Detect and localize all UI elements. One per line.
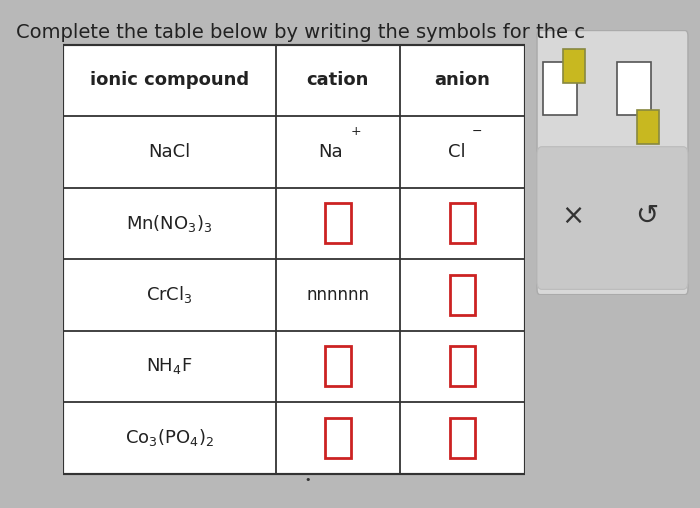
Text: anion: anion <box>435 71 491 89</box>
Bar <box>617 62 651 115</box>
Text: nnnnnn: nnnnnn <box>307 286 370 304</box>
Text: Mn$\mathregular{(NO_3)_3}$: Mn$\mathregular{(NO_3)_3}$ <box>126 213 213 234</box>
Text: CrCl$\mathregular{_3}$: CrCl$\mathregular{_3}$ <box>146 284 192 305</box>
Bar <box>450 275 475 315</box>
Text: NH$\mathregular{_4}$F: NH$\mathregular{_4}$F <box>146 357 192 376</box>
Bar <box>450 203 475 243</box>
Bar <box>450 346 475 387</box>
Text: Na: Na <box>318 143 343 161</box>
Bar <box>543 62 577 115</box>
Bar <box>326 203 351 243</box>
FancyBboxPatch shape <box>537 30 688 295</box>
Text: Cl: Cl <box>448 143 466 161</box>
Text: NaCl: NaCl <box>148 143 190 161</box>
Text: •: • <box>304 475 312 485</box>
FancyBboxPatch shape <box>537 147 688 290</box>
Text: ↺: ↺ <box>635 201 658 230</box>
Text: −: − <box>473 125 483 138</box>
Bar <box>326 418 351 458</box>
Bar <box>326 346 351 387</box>
Text: Co$\mathregular{_3}$(PO$\mathregular{_4}$)$\mathregular{_2}$: Co$\mathregular{_3}$(PO$\mathregular{_4}… <box>125 427 214 449</box>
Text: ×: × <box>561 201 584 230</box>
Bar <box>564 49 584 83</box>
Text: ionic compound: ionic compound <box>90 71 248 89</box>
Text: +: + <box>350 125 360 138</box>
Bar <box>450 418 475 458</box>
Text: Complete the table below by writing the symbols for the c: Complete the table below by writing the … <box>17 23 585 42</box>
Text: cation: cation <box>307 71 369 89</box>
Bar <box>637 110 659 144</box>
